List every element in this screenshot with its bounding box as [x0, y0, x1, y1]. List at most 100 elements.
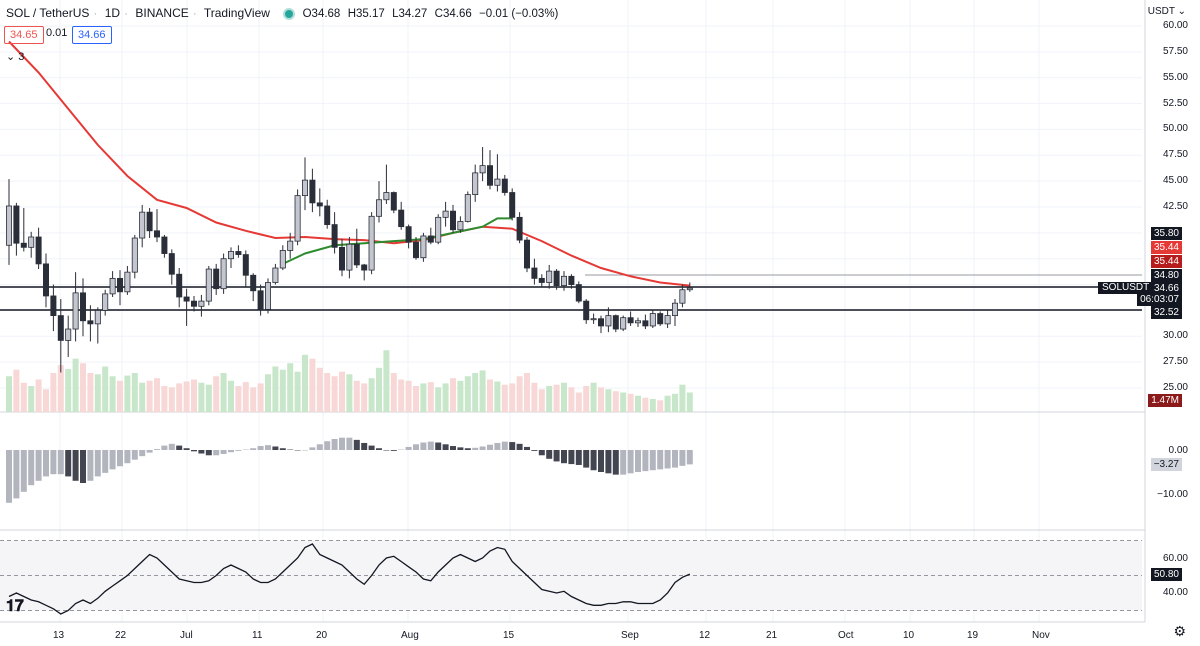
candle-body — [205, 268, 212, 302]
volume-bar — [575, 392, 582, 412]
macd-bar — [405, 446, 412, 450]
volume-label: 1.47M — [1148, 394, 1182, 407]
price-tick: 52.50 — [1162, 97, 1188, 109]
price-label-32-52: 32.52 — [1150, 306, 1182, 319]
macd-bar — [213, 450, 220, 456]
currency-label: USDT — [1147, 6, 1175, 17]
macd-bar — [20, 450, 27, 492]
price-tick: 57.50 — [1162, 45, 1188, 57]
volume-bar — [501, 384, 508, 412]
indicator-toggle[interactable]: ⌄ 3 — [6, 50, 24, 63]
volume-bar — [568, 387, 575, 412]
time-tick: 11 — [252, 630, 263, 641]
candle-body — [590, 318, 597, 321]
currency-selector[interactable]: USDT ⌄ — [1148, 6, 1186, 17]
price-tick: 50.00 — [1162, 123, 1188, 135]
candle-body — [20, 242, 27, 248]
macd-bar — [368, 445, 375, 450]
volume-bar — [405, 380, 412, 412]
ohlc-change: −0.01 (−0.03%) — [479, 8, 559, 20]
macd-bar — [361, 442, 368, 450]
volume-bar — [524, 373, 530, 412]
candle-body — [168, 253, 175, 275]
candle-body — [642, 320, 649, 327]
macd-bar — [509, 442, 516, 450]
price-tick: 47.50 — [1162, 149, 1188, 161]
ohlc-high: H35.17 — [347, 8, 385, 20]
candle-body — [420, 235, 427, 259]
macd-bar — [561, 450, 567, 464]
volume-bar — [494, 381, 501, 412]
macd-bar — [427, 441, 434, 450]
volume-bar — [435, 387, 442, 412]
macd-bar — [80, 450, 86, 483]
time-tick: 12 — [699, 630, 711, 641]
time-tick: Oct — [838, 630, 854, 641]
candle-body — [213, 268, 220, 290]
candle-body — [264, 282, 271, 310]
candle-body — [338, 246, 345, 271]
volume-bar — [612, 391, 619, 412]
candle-body — [43, 263, 50, 297]
candle-body — [331, 224, 338, 248]
macd-bar — [176, 445, 183, 450]
time-tick: Jul — [180, 630, 193, 641]
bar-countdown: 06:03:07 — [1137, 294, 1182, 306]
volume-bar — [487, 379, 493, 412]
price-tick: 25.00 — [1162, 382, 1188, 393]
macd-bar — [13, 450, 20, 499]
candle-body — [87, 320, 94, 325]
chevron-down-icon: ⌄ — [1177, 6, 1186, 17]
candle-body — [383, 192, 390, 201]
candle-body — [405, 226, 412, 243]
tradingview-logo-icon[interactable]: 𝟏𝟕 — [6, 598, 24, 615]
candle-body — [242, 254, 249, 276]
volume-bar — [464, 376, 471, 412]
volume-bar — [250, 387, 257, 412]
candle-body — [50, 295, 57, 317]
spread-value: 0.01 — [46, 27, 68, 39]
volume-bar — [265, 374, 271, 412]
gear-icon[interactable]: ⚙ — [1173, 623, 1186, 639]
buy-price-button[interactable]: 34.66 — [72, 26, 112, 44]
candle-body — [435, 216, 442, 243]
candle-body — [94, 310, 101, 325]
candle-body — [139, 211, 146, 239]
volume-bar — [420, 383, 427, 412]
macd-bar — [302, 450, 308, 451]
volume-bar — [361, 383, 368, 412]
volume-bar — [516, 376, 523, 412]
volume-bar — [679, 384, 686, 412]
candle-body — [80, 292, 87, 322]
sell-price-button[interactable]: 34.65 — [4, 26, 44, 44]
volume-bar — [450, 378, 456, 412]
volume-bar — [316, 367, 323, 412]
symbol-title[interactable]: SOL / TetherUS — [6, 6, 90, 20]
macd-bar — [575, 450, 582, 465]
volume-bar — [376, 367, 382, 412]
candle-body — [368, 215, 375, 271]
price-tick: 30.00 — [1162, 330, 1188, 342]
volume-bar — [324, 373, 331, 412]
volume-bar — [43, 389, 49, 412]
volume-bar — [80, 363, 86, 412]
candle-body — [183, 296, 190, 302]
macd-bar — [168, 443, 175, 450]
time-tick: 10 — [903, 630, 915, 641]
volume-bar — [146, 380, 153, 412]
macd-bar — [57, 450, 64, 475]
last-price-label: 34.66 — [1150, 282, 1182, 295]
candle-body — [464, 194, 471, 222]
candle-body — [486, 165, 493, 186]
candle-body — [190, 300, 197, 307]
volume-bar — [183, 381, 190, 412]
candle-body — [324, 205, 331, 225]
candle-body — [390, 192, 397, 211]
candle-body — [598, 318, 605, 327]
macd-bar — [228, 450, 234, 453]
candle-body — [198, 300, 205, 307]
interval[interactable]: 1D — [104, 6, 121, 20]
volume-bar — [649, 399, 656, 412]
volume-bar — [479, 370, 486, 412]
